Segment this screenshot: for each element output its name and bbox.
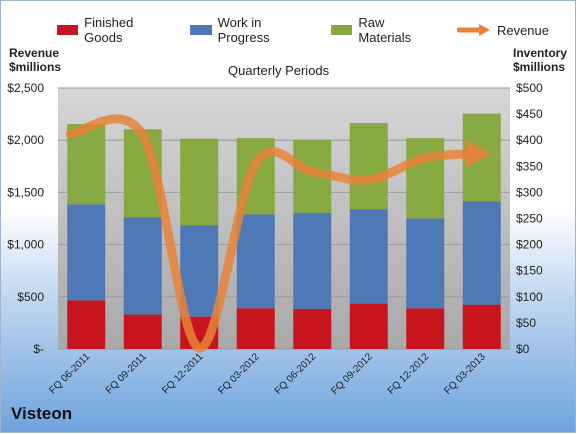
bar-finished-goods xyxy=(406,308,445,349)
left-axis-title-line1: Revenue xyxy=(9,46,60,60)
right-tick-label: $250 xyxy=(516,212,543,226)
bar-finished-goods xyxy=(67,300,106,349)
brand-label: Visteon xyxy=(11,404,73,423)
bar-work-in-progress xyxy=(180,225,219,317)
bar-finished-goods xyxy=(462,304,501,349)
legend-arrow-swatch xyxy=(456,24,491,36)
bar-raw-materials xyxy=(180,138,219,226)
revenue-line xyxy=(65,114,475,353)
bar-finished-goods xyxy=(293,308,332,349)
right-tick-label: $0 xyxy=(516,342,530,356)
left-tick-label: $- xyxy=(33,342,44,356)
x-tick-label: FQ 03-2013 xyxy=(442,351,488,397)
left-tick-label: $1,000 xyxy=(7,238,44,252)
revenue-arrowhead xyxy=(465,139,492,168)
right-tick-label: $50 xyxy=(516,316,536,330)
legend: Finished Goods Work in Progress Raw Materi… xyxy=(57,15,575,45)
legend-label: Finished Goods xyxy=(84,15,134,45)
left-tick-label: $2,500 xyxy=(7,81,44,95)
right-tick-label: $350 xyxy=(516,159,543,173)
bar-raw-materials xyxy=(349,122,388,210)
right-tick-label: $300 xyxy=(516,185,543,199)
bar-finished-goods xyxy=(349,303,388,349)
legend-label: Raw Materials xyxy=(358,15,412,45)
x-tick-label: FQ 06-2011 xyxy=(47,351,92,396)
bar-work-in-progress xyxy=(236,214,275,309)
legend-swatch xyxy=(190,25,212,35)
right-axis-title: Inventory $millions xyxy=(513,46,567,74)
right-tick-label: $100 xyxy=(516,290,543,304)
bar-work-in-progress xyxy=(462,201,501,305)
right-tick-label: $200 xyxy=(516,238,543,252)
x-tick-label: FQ 03-2012 xyxy=(216,351,262,397)
bar-finished-goods xyxy=(123,314,162,349)
bar-work-in-progress xyxy=(406,218,445,309)
bar-raw-materials xyxy=(406,138,445,219)
bar-finished-goods xyxy=(236,308,275,349)
x-tick-label: FQ 12-2011 xyxy=(160,351,205,396)
left-axis-title: Revenue $millions xyxy=(9,46,61,74)
legend-item: Work in Progress xyxy=(190,15,305,45)
legend-label: Revenue xyxy=(496,22,549,38)
right-tick-label: $400 xyxy=(516,133,543,147)
legend-label: Work in Progress xyxy=(217,15,270,45)
bar-work-in-progress xyxy=(293,212,332,309)
legend-item: Finished Goods xyxy=(57,15,164,45)
legend-item: Revenue xyxy=(456,15,549,45)
legend-item: Raw Materials xyxy=(331,15,431,45)
right-tick-label: $150 xyxy=(516,264,543,278)
left-tick-label: $1,500 xyxy=(7,185,44,199)
left-tick-label: $2,000 xyxy=(7,133,44,147)
right-tick-label: $450 xyxy=(516,107,543,121)
legend-swatch xyxy=(331,25,353,35)
x-tick-label: FQ 09-2012 xyxy=(329,351,375,397)
plot-title: Quarterly Periods xyxy=(228,63,330,78)
x-tick-label: FQ 06-2012 xyxy=(273,351,319,397)
left-axis-title-line2: $millions xyxy=(9,60,62,74)
left-tick-label: $500 xyxy=(17,290,44,304)
x-tick-label: FQ 09-2011 xyxy=(104,351,149,396)
bar-work-in-progress xyxy=(349,209,388,304)
right-axis-title-line1: Inventory xyxy=(513,46,568,60)
bar-work-in-progress xyxy=(67,204,106,301)
legend-swatch xyxy=(57,25,79,35)
x-tick-label: FQ 12-2012 xyxy=(386,351,432,397)
right-axis-title-line2: $millions xyxy=(513,60,566,74)
bar-work-in-progress xyxy=(123,217,162,315)
right-tick-label: $500 xyxy=(516,81,543,95)
